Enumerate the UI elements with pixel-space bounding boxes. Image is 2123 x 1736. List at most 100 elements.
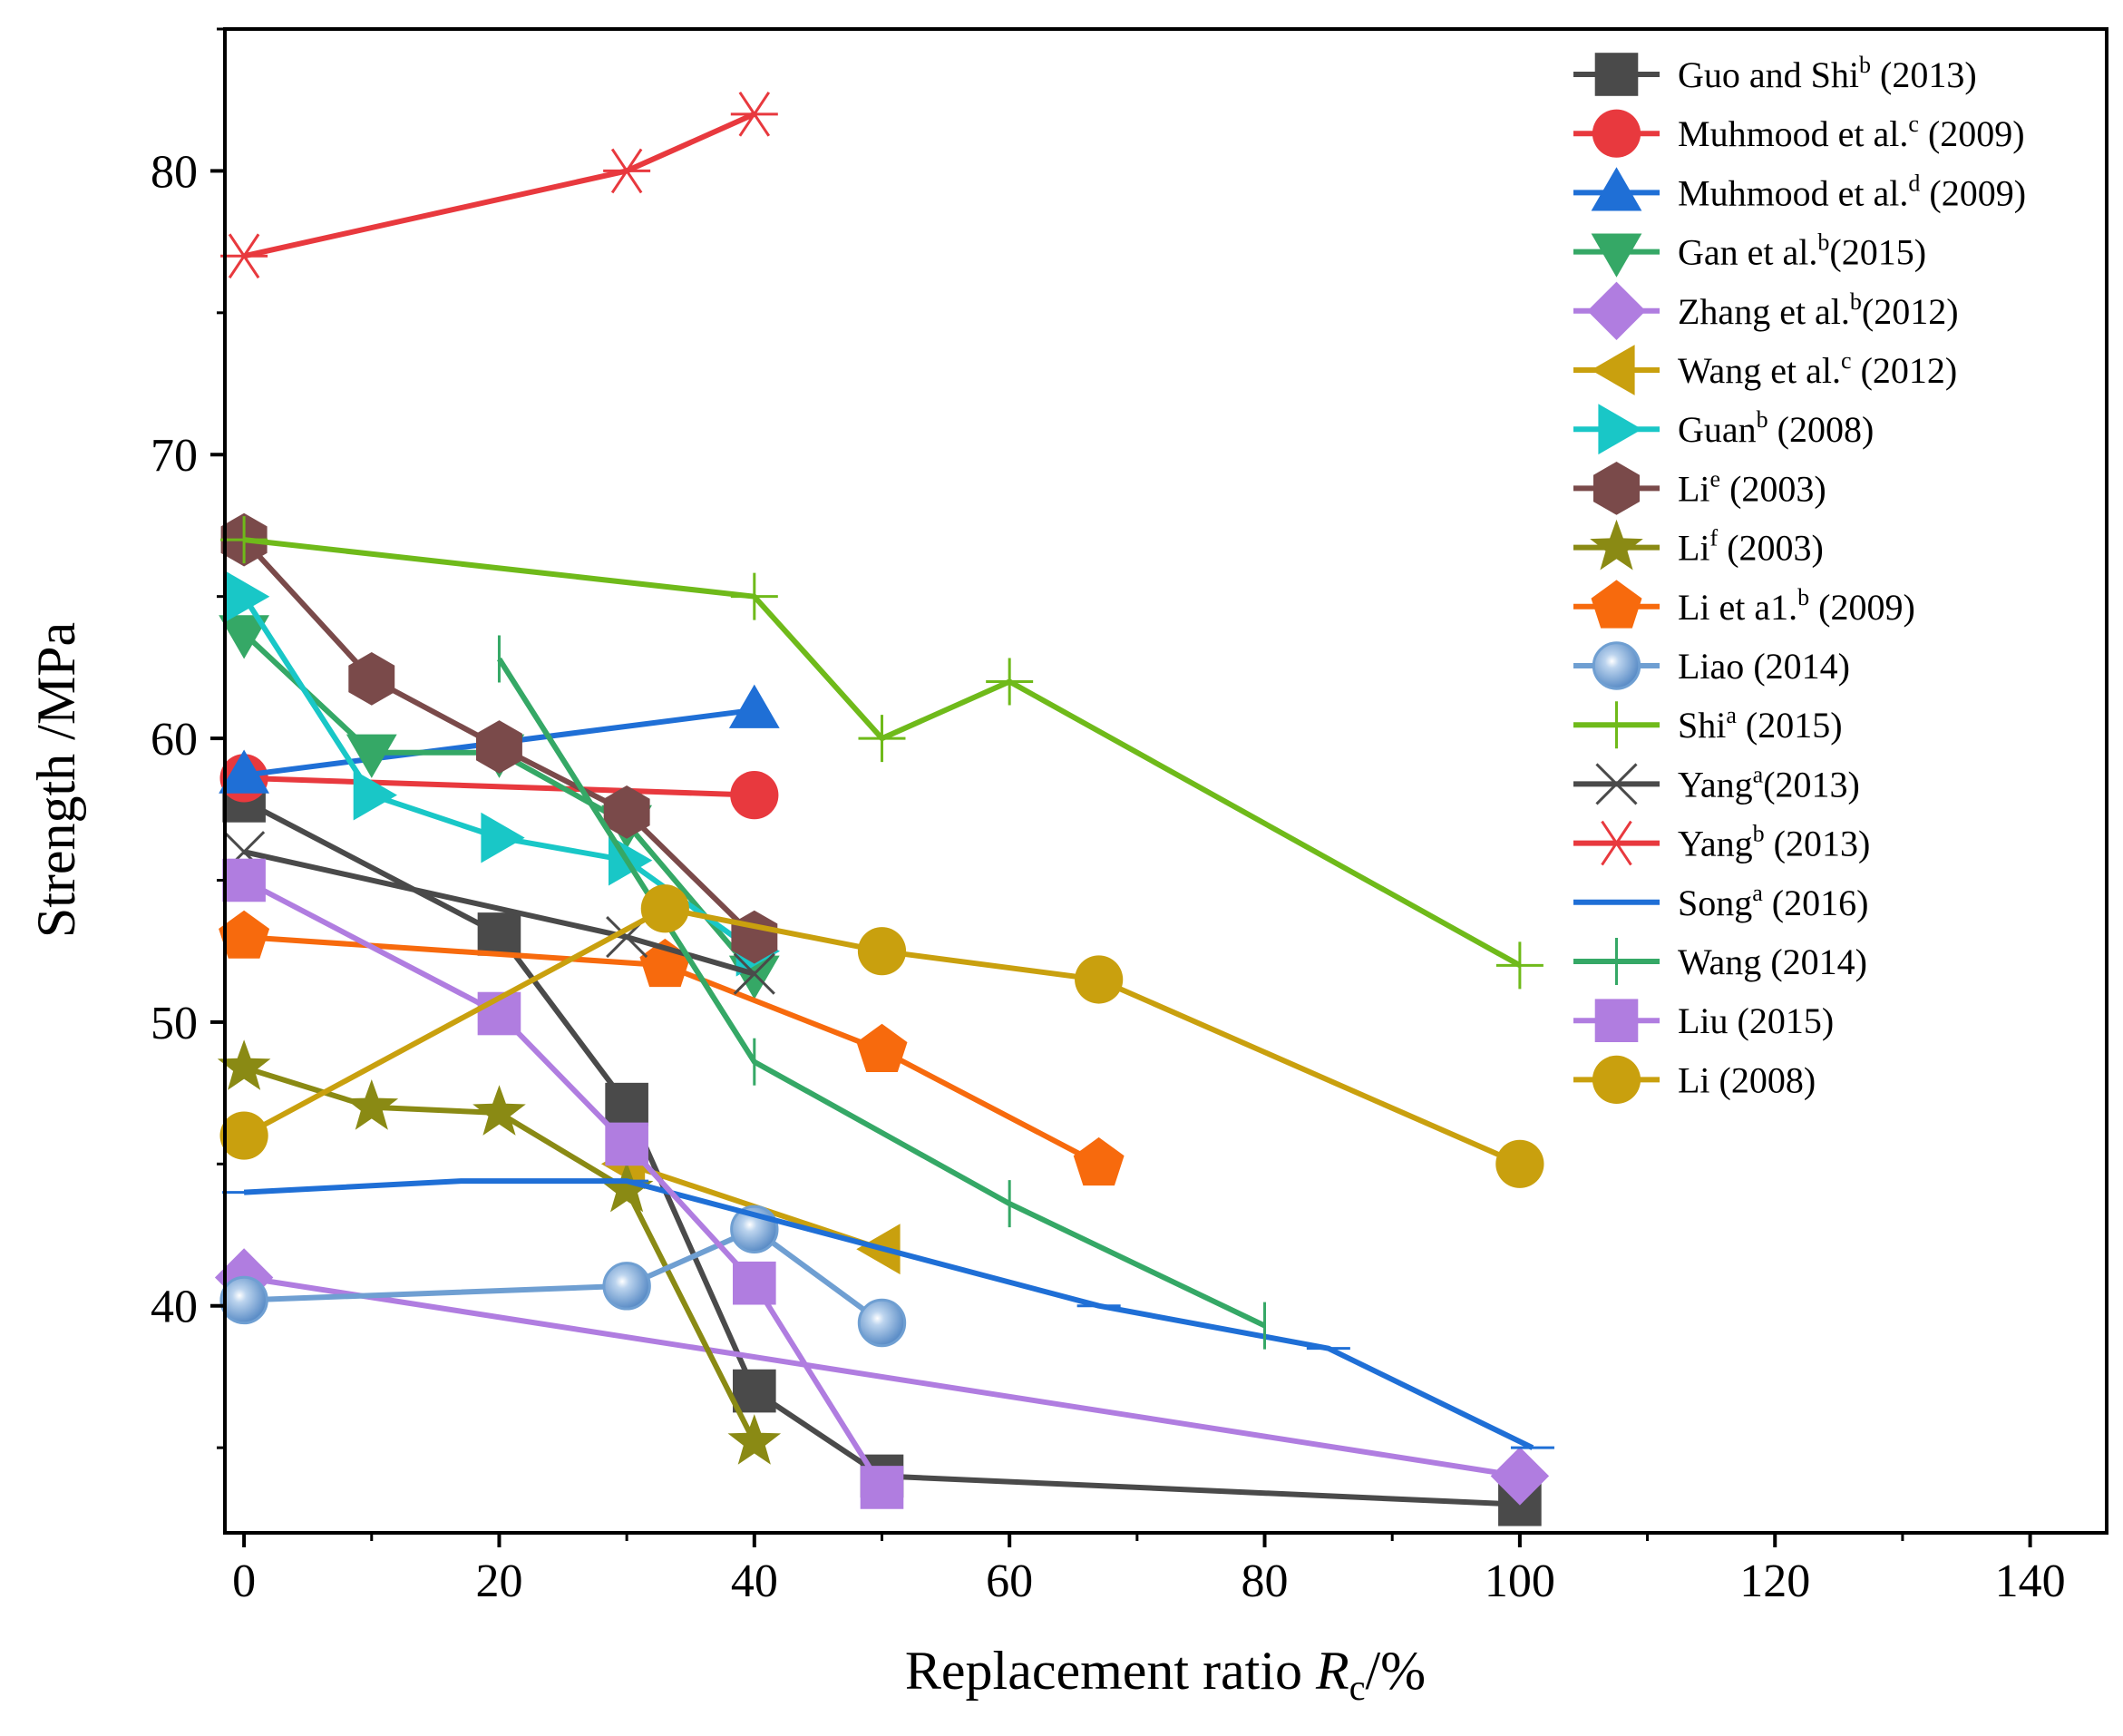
- y-tick-label-60: 60: [151, 714, 198, 766]
- x-tick-label-40: 40: [731, 1556, 778, 1607]
- data-point-6-2: [481, 812, 525, 863]
- legend-marker-16: [1594, 999, 1639, 1042]
- legend-name-14: Song: [1678, 883, 1752, 923]
- legend-label-17: Li (2008): [1678, 1059, 1816, 1100]
- series-13: [220, 92, 778, 279]
- legend-marker-7: [1593, 462, 1640, 515]
- legend-entry-1: Muhmood et al.c (2009): [1573, 109, 2025, 158]
- legend-marker-6: [1598, 404, 1642, 455]
- legend-label-14: Songa (2016): [1678, 880, 1868, 923]
- legend-name-8: Li: [1678, 528, 1710, 569]
- legend-name-9: Li et a1.: [1678, 587, 1797, 628]
- legend-entry-5: Wang et al.c (2012): [1573, 345, 1957, 395]
- legend-year-13: (2013): [1765, 824, 1871, 864]
- legend-year-4: (2012): [1862, 291, 1959, 332]
- data-point-0-3: [733, 1369, 776, 1413]
- y-tick-label-50: 50: [151, 998, 198, 1049]
- legend-marker-3: [1591, 233, 1642, 278]
- legend-name-16: Liu: [1678, 1000, 1729, 1041]
- data-point-11-1: [730, 572, 778, 620]
- legend-marker-17: [1592, 1055, 1641, 1104]
- plot-frame: [223, 27, 2108, 1535]
- legend-marker-4: [1587, 281, 1646, 340]
- legend-name-10: Liao: [1678, 646, 1744, 687]
- data-point-13-1: [603, 148, 651, 194]
- legend-year-15: (2014): [1761, 941, 1867, 982]
- legend-name-0: Guo and Shi: [1678, 54, 1859, 95]
- data-point-3-0: [219, 615, 269, 659]
- legend-year-16: (2015): [1729, 1000, 1835, 1041]
- legend-marker-1: [1592, 109, 1641, 158]
- legend-name-11: Shi: [1678, 705, 1726, 746]
- data-point-0-1: [477, 912, 521, 956]
- data-point-10-1: [602, 1262, 651, 1311]
- legend-year-1: (2009): [1919, 113, 2025, 154]
- data-point-17-2: [857, 927, 907, 976]
- series-11: [220, 516, 1544, 990]
- legend-year-0: (2013): [1871, 54, 1977, 95]
- data-point-2-0: [219, 749, 269, 794]
- data-point-9-2: [856, 1023, 908, 1072]
- legend-sup-4: b: [1850, 288, 1862, 315]
- legend-entry-2: Muhmood et al.d (2009): [1573, 167, 2026, 213]
- legend-entry-15: Wang (2014): [1573, 938, 1867, 985]
- data-point-10-3: [857, 1298, 907, 1348]
- legend-marker-10: [1592, 641, 1641, 690]
- legend-year-14: (2016): [1763, 883, 1869, 923]
- legend-label-8: Lif (2003): [1678, 525, 1824, 569]
- legend-label-7: Lie (2003): [1678, 465, 1826, 509]
- y-tick-label-70: 70: [151, 430, 198, 482]
- series-line-9: [243, 934, 1100, 1166]
- data-point-8-0: [217, 1039, 271, 1090]
- legend-sup-7: e: [1710, 465, 1721, 492]
- legend-entry-10: Liao (2014): [1573, 641, 1850, 690]
- data-point-13-2: [730, 92, 778, 137]
- legend-sup-8: f: [1710, 525, 1719, 551]
- data-point-8-2: [472, 1085, 526, 1136]
- legend-label-15: Wang (2014): [1678, 941, 1867, 982]
- legend-sup-12: a: [1753, 761, 1764, 787]
- data-point-16-3: [733, 1261, 776, 1305]
- legend-entry-3: Gan et al.b(2015): [1573, 229, 1926, 278]
- data-point-17-0: [219, 1111, 268, 1160]
- data-point-7-2: [476, 720, 522, 774]
- legend-label-0: Guo and Shib (2013): [1678, 52, 1977, 95]
- x-axis-title: Replacement ratio Rc/%: [905, 1641, 1426, 1708]
- legend-entry-9: Li et a1.b (2009): [1573, 580, 1915, 629]
- x-axis-title-prefix: Replacement ratio: [905, 1641, 1316, 1701]
- legend-marker-9: [1591, 580, 1642, 629]
- legend-name-15: Wang: [1678, 941, 1761, 982]
- data-point-8-3: [599, 1161, 654, 1213]
- legend-sup-9: b: [1797, 584, 1809, 610]
- data-point-11-2: [858, 715, 906, 763]
- legend-label-12: Yanga(2013): [1678, 761, 1860, 805]
- series-layer: [214, 92, 1554, 1526]
- data-point-17-3: [1075, 955, 1124, 1004]
- legend-marker-2: [1591, 167, 1642, 211]
- legend-sup-2: d: [1908, 170, 1920, 196]
- data-point-3-1: [346, 734, 397, 778]
- legend-entry-11: Shia (2015): [1573, 701, 1843, 749]
- legend-entry-13: Yangb (2013): [1573, 821, 1871, 866]
- x-tick-label-60: 60: [986, 1556, 1033, 1607]
- legend-name-2: Muhmood et al.: [1678, 172, 1908, 213]
- y-tick-label-80: 80: [151, 146, 198, 198]
- data-point-11-0: [220, 516, 268, 564]
- legend-label-6: Guanb (2008): [1678, 406, 1874, 450]
- legend-name-4: Zhang et al.: [1678, 291, 1850, 332]
- legend-year-5: (2012): [1852, 350, 1958, 391]
- series-17: [219, 884, 1544, 1188]
- legend-year-11: (2015): [1737, 705, 1843, 746]
- legend-year-3: (2015): [1829, 232, 1926, 273]
- data-point-0-2: [605, 1082, 648, 1126]
- series-line-10: [243, 1226, 884, 1325]
- series-line-14: [243, 1178, 1534, 1450]
- legend-label-2: Muhmood et al.d (2009): [1678, 170, 2026, 213]
- x-tick-label-80: 80: [1242, 1556, 1289, 1607]
- legend-label-3: Gan et al.b(2015): [1678, 229, 1926, 273]
- data-point-2-1: [728, 684, 780, 728]
- legend-name-7: Li: [1678, 468, 1710, 509]
- legend-year-12: (2013): [1763, 764, 1860, 805]
- data-point-7-3: [603, 785, 650, 839]
- legend-label-11: Shia (2015): [1678, 702, 1843, 746]
